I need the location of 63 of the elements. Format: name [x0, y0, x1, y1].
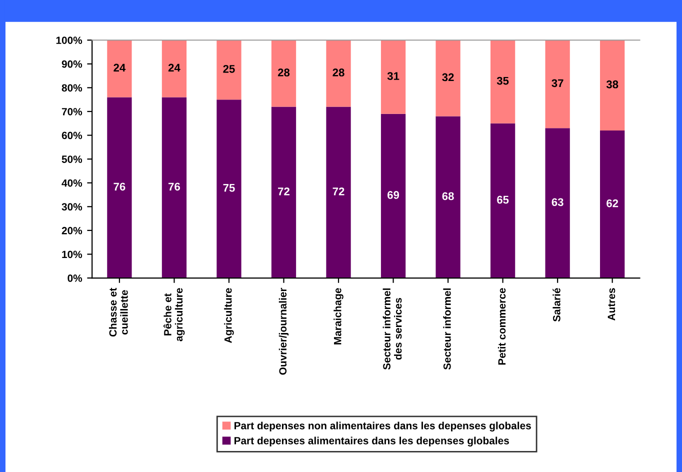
bar	[107, 97, 132, 278]
bar	[107, 40, 132, 98]
y-tick-label: 70%	[62, 108, 82, 116]
y-tick-label: 30%	[62, 203, 82, 211]
bar	[600, 130, 625, 278]
data-label: 63	[552, 198, 564, 206]
y-tick-label: 40%	[62, 179, 82, 187]
y-tick-label: 10%	[62, 250, 82, 258]
data-label: 38	[606, 80, 618, 88]
data-label: 25	[223, 64, 235, 73]
x-tick-label: Salarié	[552, 288, 560, 322]
x-tick-label: Secteur informel des services	[382, 288, 402, 370]
bar	[380, 114, 406, 278]
data-label: 76	[114, 182, 126, 191]
data-label: 24	[168, 64, 180, 72]
data-label: 28	[332, 68, 344, 76]
x-tick-label: Agriculture	[224, 288, 234, 344]
data-label: 31	[387, 72, 400, 80]
x-tick-label: Pêche et agriculture	[164, 288, 185, 342]
bar	[545, 128, 570, 278]
data-label: 62	[606, 199, 618, 208]
x-tick-label: Chasse et cueillette	[108, 288, 128, 337]
bar	[545, 40, 570, 128]
bar	[436, 116, 460, 278]
x-tick-label: Secteur informel	[443, 288, 451, 370]
bar	[490, 123, 516, 278]
data-label: 76	[168, 182, 180, 191]
y-tick-label: 100%	[56, 36, 82, 44]
data-label: 35	[496, 76, 509, 85]
y-tick-label: 90%	[62, 60, 82, 68]
data-label: 37	[552, 79, 564, 88]
data-label: 24	[114, 64, 126, 72]
bar	[326, 106, 351, 278]
data-label: 68	[442, 192, 454, 200]
bar	[216, 100, 242, 278]
data-label: 72	[332, 187, 344, 196]
data-label: 69	[388, 191, 400, 199]
x-tick-label: Ouvrier/journalier	[278, 288, 289, 375]
data-label: 75	[223, 184, 235, 192]
x-tick-label: Autres	[608, 288, 616, 320]
y-tick-label: 0%	[68, 274, 82, 282]
y-tick-label: 80%	[62, 84, 82, 92]
bar	[271, 40, 296, 107]
data-label: 32	[442, 73, 454, 82]
bar	[162, 97, 187, 278]
x-tick-label: Maraichage	[334, 288, 344, 344]
bar	[490, 40, 516, 124]
legend-label: Part depenses alimentaires dans les depenses globales	[234, 436, 509, 446]
y-tick-label: 20%	[62, 226, 82, 234]
bar	[436, 40, 460, 116]
data-label: 65	[497, 196, 509, 204]
bar	[216, 40, 242, 100]
data-label: 72	[278, 187, 290, 196]
bar	[271, 106, 296, 278]
bar	[162, 40, 187, 98]
y-tick-label: 60%	[62, 132, 82, 140]
legend-label: Part depenses non alimentaires dans les depenses globales	[234, 422, 531, 432]
data-label: 28	[278, 68, 290, 76]
bar	[326, 40, 351, 107]
y-tick-label: 50%	[62, 156, 82, 163]
bar	[380, 40, 406, 114]
bar	[600, 40, 625, 131]
x-tick-label: Petit commerce	[498, 288, 506, 365]
